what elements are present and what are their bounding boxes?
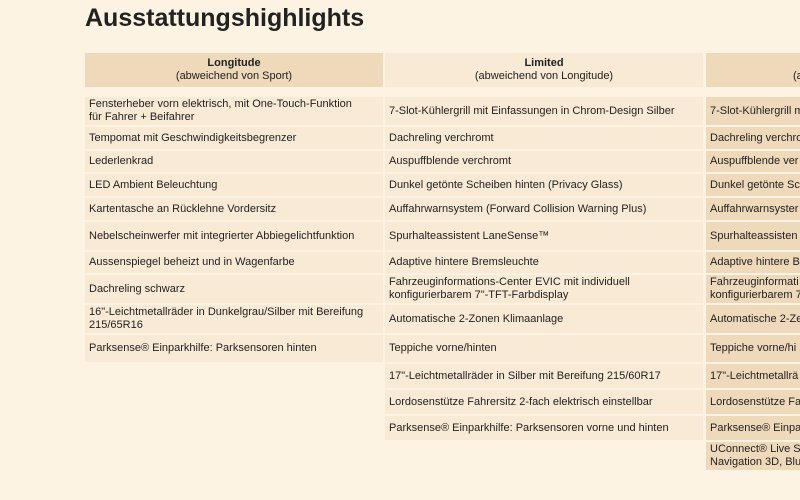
table-cell: Lordosenstütze Fa: [706, 390, 800, 414]
table-cell: Fensterheber vorn elektrisch, mit One-To…: [85, 97, 383, 125]
column-title: Longitude: [207, 57, 261, 69]
column-header: Limited (abweichend von Longitude): [385, 53, 703, 87]
table-cell: Teppiche vorne/hi: [706, 335, 800, 362]
table-cell: Auffahrwarnsyster: [706, 198, 800, 220]
column-header: (a: [706, 53, 800, 87]
table-cell: Lordosenstütze Fahrersitz 2-fach elektri…: [385, 390, 703, 414]
table-cell: Spurhalteassistent LaneSense™: [385, 222, 703, 250]
table-cell: Parksense® Einparkhilfe: Parksensoren vo…: [385, 416, 703, 440]
table-cell: Nebelscheinwerfer mit integrierter Abbie…: [85, 222, 383, 250]
table-cell: Parksense® Einpar: [706, 416, 800, 440]
table-cell: Teppiche vorne/hinten: [385, 335, 703, 362]
table-cell: Dachreling verchro: [706, 127, 800, 149]
table-cell: Auspuffblende ver: [706, 151, 800, 172]
column-subtitle: (abweichend von Sport): [175, 70, 293, 82]
column-title: Limited: [524, 57, 564, 69]
table-cell: Dunkel getönte Scheiben hinten (Privacy …: [385, 174, 703, 196]
table-cell: Automatische 2-Ze: [706, 305, 800, 333]
table-cell: Spurhalteassisten: [706, 222, 800, 250]
table-cell: Adaptive hintere Bremsleuchte: [385, 252, 703, 273]
table-cell: 17"-Leichtmetallräder in Silber mit Bere…: [385, 364, 703, 388]
table-cell: Dachreling verchromt: [385, 127, 703, 149]
page-title: Ausstattungshighlights: [85, 4, 365, 32]
table-cell: 17"-Leichtmetallrä: [706, 364, 800, 388]
table-cell: Auspuffblende verchromt: [385, 151, 703, 172]
table-cell: Fahrzeuginformations-Center EVIC mit ind…: [385, 275, 703, 303]
table-cell: Lederlenkrad: [85, 151, 383, 172]
table-cell: Auffahrwarnsystem (Forward Collision War…: [385, 198, 703, 220]
table-cell: Kartentasche an Rücklehne Vordersitz: [85, 198, 383, 220]
table-cell: Aussenspiegel beheizt und in Wagenfarbe: [85, 252, 383, 273]
table-cell: Fahrzeuginformati konfigurierbarem 7: [706, 275, 800, 303]
table-cell: 7-Slot-Kühlergrill m: [706, 97, 800, 125]
table-cell: 16"-Leichtmetallräder in Dunkelgrau/Silb…: [85, 305, 383, 333]
table-cell: Dunkel getönte Sc: [706, 174, 800, 196]
column-header: Longitude (abweichend von Sport): [85, 53, 383, 87]
column-subtitle: (a: [793, 70, 800, 82]
table-cell: LED Ambient Beleuchtung: [85, 174, 383, 196]
table-cell: Automatische 2-Zonen Klimaanlage: [385, 305, 703, 333]
table-cell: Tempomat mit Geschwindigkeitsbegrenzer: [85, 127, 383, 149]
table-cell: Dachreling schwarz: [85, 275, 383, 303]
column-subtitle: (abweichend von Longitude): [474, 70, 614, 82]
table-cell: UConnect® Live S Navigation 3D, Blu: [706, 442, 800, 470]
table-cell: Adaptive hintere B: [706, 252, 800, 273]
table-cell: Parksense® Einparkhilfe: Parksensoren hi…: [85, 335, 383, 362]
table-cell: 7-Slot-Kühlergrill mit Einfassungen in C…: [385, 97, 703, 125]
